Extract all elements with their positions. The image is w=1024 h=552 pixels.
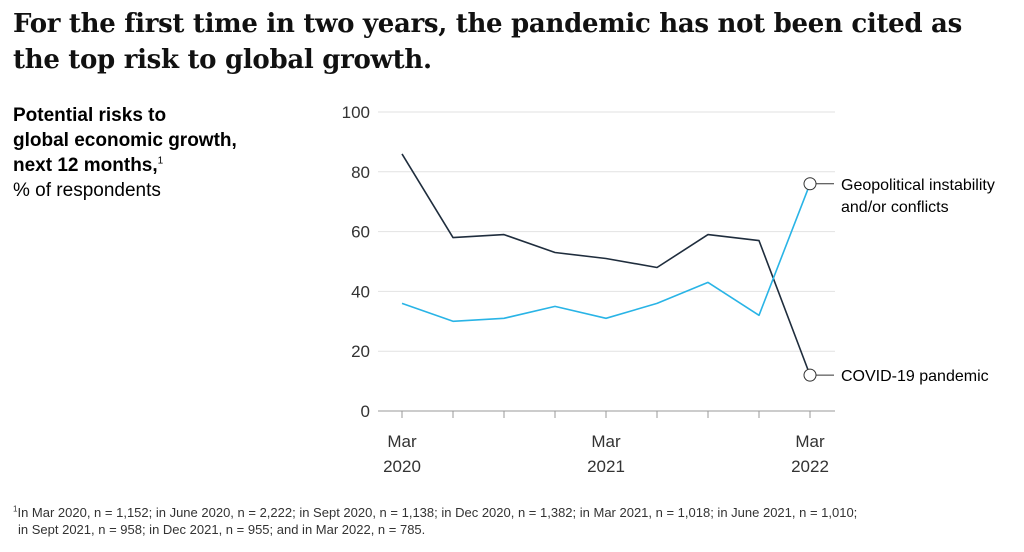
series-labels: COVID-19 pandemic Geopolitical instabilit… [803,177,995,385]
end-marker-geo [803,177,817,191]
footnote-line-1-text: In Mar 2020, n = 1,152; in June 2020, n … [17,505,858,520]
subtitle-footnote-marker: 1 [157,155,164,167]
y-tick-label-40: 40 [351,282,370,301]
x-tick-label-year: 2020 [383,457,421,476]
axes: 0 20 40 60 80 100 Mar 2020 Mar 2021 Mar 2022 [342,103,835,476]
x-tick-label-year: 2022 [791,457,829,476]
subtitle-unit: % of respondents [13,180,161,201]
series-label-geo: Geopolitical instability [841,177,995,194]
y-tick-label-0: 0 [361,402,370,421]
subtitle-line-3-text: next 12 months, [13,155,158,176]
subtitle-line-3: next 12 months,1 [13,153,293,178]
subtitle-line-1: Potential risks to [13,105,167,126]
x-tick-label-month: Mar [795,432,825,451]
x-tick-label-month: Mar [591,432,621,451]
series-label-geo: and/or conflicts [841,199,949,216]
y-tick-label-20: 20 [351,342,370,361]
subtitle-line-2: global economic growth, [13,130,237,151]
series-lines [401,153,811,376]
end-marker-covid [803,368,817,382]
headline: For the first time in two years, the pan… [13,9,962,75]
chart-subtitle: Potential risks to global economic growt… [13,103,293,203]
footnote-line-1: 1In Mar 2020, n = 1,152; in June 2020, n… [13,504,1013,521]
series-label-covid: COVID-19 pandemic [841,368,989,385]
footnote-marker: 1 [13,504,18,514]
series-line-geopolitical [401,183,811,323]
grid-lines [378,111,835,352]
series-line-covid [401,153,811,376]
y-tick-label-60: 60 [351,223,370,242]
y-tick-label-100: 100 [342,103,370,122]
footnote: 1In Mar 2020, n = 1,152; in June 2020, n… [13,504,1013,538]
x-tick-label-year: 2021 [587,457,625,476]
x-tick-label-month: Mar [387,432,417,451]
y-tick-label-80: 80 [351,163,370,182]
footnote-line-2: in Sept 2021, n = 958; in Dec 2021, n = … [18,522,426,537]
